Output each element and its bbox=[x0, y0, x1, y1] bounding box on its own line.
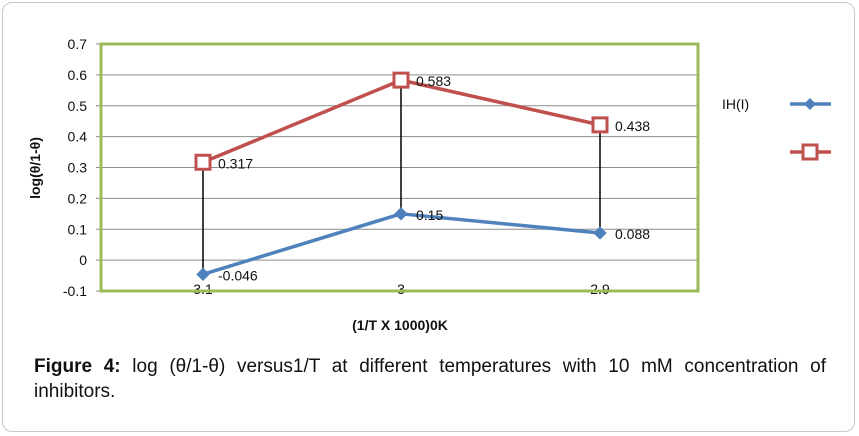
data-point bbox=[394, 207, 408, 221]
caption-prefix: Figure 4: bbox=[34, 356, 121, 377]
series-layer bbox=[194, 71, 609, 282]
x-tick-label: 3 bbox=[397, 281, 405, 297]
data-label: 0.15 bbox=[416, 207, 443, 223]
data-labels: -0.046 0.15 0.088 0.317 0.583 0.438 bbox=[218, 73, 650, 283]
plot-area-border bbox=[99, 42, 700, 293]
y-tick-label: 0.5 bbox=[68, 98, 88, 114]
data-label: 0.583 bbox=[416, 73, 451, 89]
x-tick-label: 2.9 bbox=[590, 281, 610, 297]
y-tick-label: 0.7 bbox=[68, 36, 88, 52]
y-tick-label: 0.6 bbox=[68, 67, 88, 83]
data-label: 0.088 bbox=[615, 226, 650, 242]
data-point bbox=[194, 153, 212, 171]
legend-marker bbox=[804, 98, 816, 110]
data-point bbox=[593, 226, 607, 240]
data-point bbox=[591, 116, 609, 134]
y-tick-label: 0.2 bbox=[68, 190, 88, 206]
legend-marker bbox=[801, 143, 819, 161]
figure-caption: Figure 4: log (θ/1-θ) versus1/T at diffe… bbox=[34, 354, 826, 404]
x-tick-label: 3.1 bbox=[193, 281, 213, 297]
y-tick-label: 0.1 bbox=[68, 221, 88, 237]
y-tick-label: 0.4 bbox=[68, 129, 88, 145]
x-axis-title: (1/T X 1000)0K bbox=[352, 317, 448, 333]
data-label: -0.046 bbox=[218, 267, 258, 283]
caption-text: log (θ/1-θ) versus1/T at different tempe… bbox=[34, 356, 826, 402]
axis-layer: 0.7 0.6 0.5 0.4 0.3 0.2 0.1 0 -0.1 3.1 3 2.9 bbox=[63, 36, 610, 299]
chart: -0.046 0.15 0.088 0.317 0.583 0.438 0.7 0.6 0.5… bbox=[27, 36, 831, 333]
y-tick-label: -0.1 bbox=[63, 283, 87, 299]
data-point bbox=[196, 267, 210, 282]
y-tick-label: 0.3 bbox=[68, 160, 88, 176]
data-point bbox=[392, 71, 410, 89]
legend: IH(I) bbox=[722, 96, 831, 161]
series-line-1 bbox=[202, 212, 601, 277]
data-label: 0.438 bbox=[615, 118, 650, 134]
y-tick-label: 0 bbox=[79, 252, 87, 268]
legend-label: IH(I) bbox=[722, 96, 749, 112]
drop-lines bbox=[202, 80, 601, 275]
y-axis-title: log(θ/1-θ) bbox=[27, 137, 43, 199]
data-label: 0.317 bbox=[218, 155, 253, 171]
